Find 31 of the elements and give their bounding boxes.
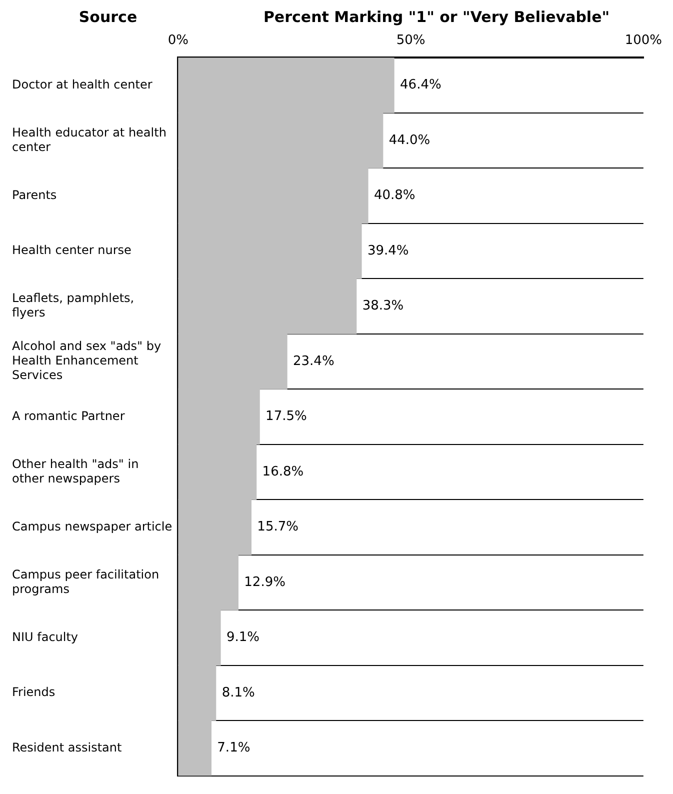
y-tick-label: Health educator at health center: [12, 125, 166, 154]
y-tick-label: Leaflets, pamphlets, flyers: [12, 291, 134, 320]
y-tick-label: Alcohol and sex "ads" by Health Enhancement Services: [12, 339, 162, 382]
y-tick-label: Resident assistant: [12, 740, 122, 754]
data-label: 46.4%: [400, 78, 442, 93]
data-label: 9.1%: [226, 630, 260, 646]
x-tick-label: 50%: [396, 33, 426, 48]
data-label: 7.1%: [217, 740, 250, 756]
data-label: 16.8%: [262, 464, 304, 480]
data-label: 12.9%: [244, 574, 286, 590]
y-tick-label: Campus peer facilitation programs: [12, 567, 160, 596]
y-tick-label: NIU faculty: [12, 630, 78, 644]
y-axis-title: Source: [78, 8, 138, 28]
y-tick-label: Doctor at health center: [12, 77, 152, 92]
y-tick-label: Campus newspaper article: [12, 519, 172, 534]
y-tick-label: Friends: [12, 685, 56, 700]
data-label: 17.5%: [266, 409, 307, 424]
data-label: 39.4%: [367, 243, 409, 258]
data-label: 40.8%: [374, 188, 416, 204]
data-label: 23.4%: [293, 354, 334, 369]
y-tick-label: Health center nurse: [12, 243, 132, 258]
chart-title: Percent Marking "1" or "Very Believable": [262, 8, 611, 28]
x-tick-label: 0%: [168, 33, 188, 48]
y-tick-label: Other health "ads" in other newspapers: [12, 456, 139, 486]
data-label: 8.1%: [222, 685, 255, 700]
data-label: 15.7%: [257, 520, 298, 535]
data-label: 44.0%: [388, 132, 430, 148]
x-tick-label: 100%: [624, 33, 662, 48]
y-tick-label: Parents: [12, 188, 57, 202]
y-tick-label: A romantic Partner: [12, 408, 125, 423]
data-label: 38.3%: [362, 298, 404, 314]
